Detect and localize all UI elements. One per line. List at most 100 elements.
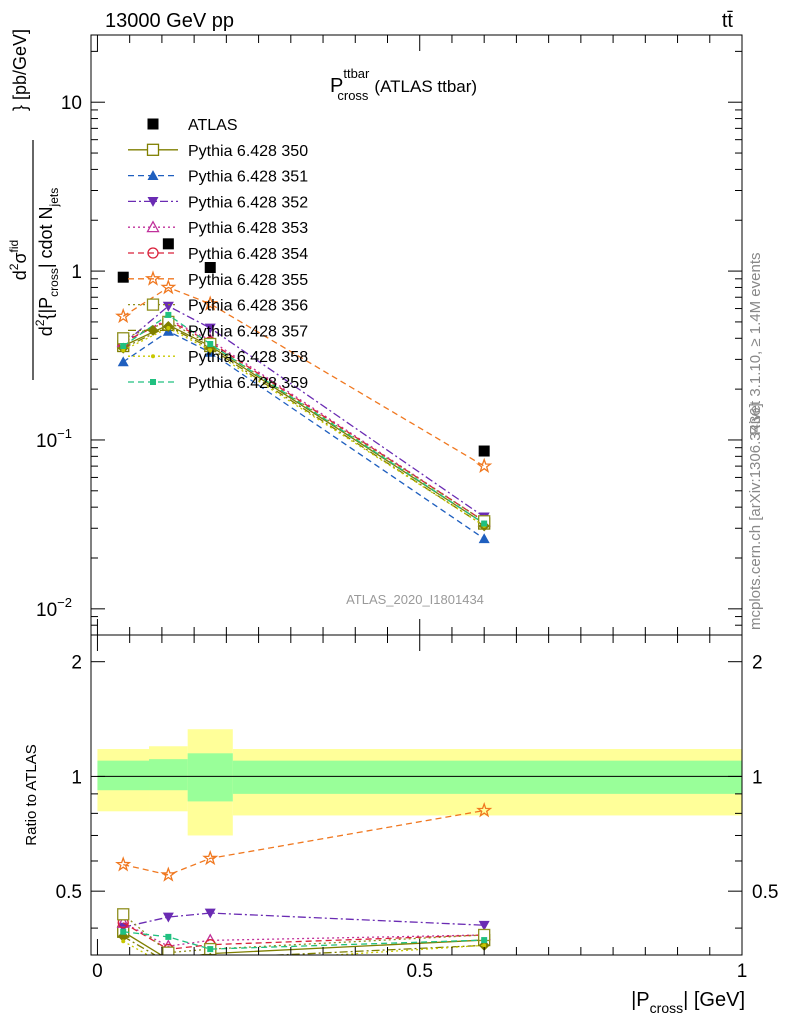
ratio-y-tick-label-right: 0.5 — [752, 882, 778, 903]
ylabel-brace: {|P — [36, 297, 56, 320]
series-pythia-6-428-355 — [115, 278, 493, 474]
main-data-layer — [115, 238, 493, 544]
ratio-line — [123, 809, 485, 876]
ratio-y-tick-label-right: 2 — [752, 653, 763, 674]
data-point — [202, 295, 219, 311]
main-y-tick-label: 10−2 — [36, 595, 72, 621]
series-line — [122, 319, 485, 522]
ratio-y-tick-label: 1 — [71, 767, 82, 788]
ratio-data-layer — [115, 802, 493, 973]
data-point — [165, 311, 172, 318]
ratio-point — [482, 943, 487, 948]
legend: ATLAS Pythia 6.428 350 Pythia 6.428 351 Pyt… — [128, 117, 308, 392]
legend-entry: Pythia 6.428 350 — [128, 143, 308, 160]
mcplots-label: mcplots.cern.ch [arXiv:1306.3436] — [747, 403, 764, 630]
ylabel-sub-jets: jets — [47, 188, 61, 208]
data-point — [117, 332, 130, 345]
legend-entry: Pythia 6.428 357 — [128, 323, 308, 340]
series-line — [122, 324, 485, 525]
main-x-ticks — [96, 35, 743, 635]
title-sub: cross — [337, 88, 369, 103]
ratio-y-axis: 0.5 0.5 1 1 2 2 — [56, 653, 778, 929]
ratio-point — [208, 961, 212, 965]
data-point — [204, 323, 216, 334]
data-point — [162, 238, 174, 250]
rivet-label: Rivet 3.1.10, ≥ 1.4M events — [747, 253, 764, 436]
legend-entry: Pythia 6.428 352 — [128, 194, 308, 211]
tick-exponent: −2 — [57, 595, 72, 610]
ratio-series-pythia-6-428-359 — [120, 928, 488, 953]
legend-entry: Pythia 6.428 353 — [128, 220, 308, 237]
tick-base: 10 — [36, 600, 57, 621]
data-point — [478, 533, 490, 544]
ratio-series-pythia-6-428-352 — [117, 908, 490, 933]
legend-label: Pythia 6.428 358 — [188, 349, 308, 366]
series-pythia-6-428-356 — [117, 315, 491, 528]
ratio-x-tick-label: 0.5 — [407, 961, 433, 982]
legend-entry: Pythia 6.428 351 — [128, 169, 308, 186]
series-pythia-6-428-359 — [120, 311, 488, 527]
data-point — [481, 520, 488, 527]
data-point — [117, 271, 129, 283]
ratio-line — [122, 935, 485, 955]
legend-entry: Pythia 6.428 354 — [128, 246, 308, 263]
ratio-y-tick-label: 0.5 — [56, 882, 82, 903]
ratio-x-axis: 0 0.5 1 — [92, 635, 747, 982]
ratio-point — [204, 908, 216, 919]
ratio-point — [165, 933, 172, 940]
ratio-line — [122, 940, 485, 955]
legend-marker — [150, 379, 156, 385]
ratio-line — [122, 922, 485, 951]
ratio-point — [478, 920, 490, 931]
series-line — [122, 325, 485, 527]
legend-marker — [147, 324, 159, 336]
ylabel-d2: d — [36, 326, 56, 336]
ratio-line — [123, 912, 485, 928]
ratio-band-green — [149, 759, 188, 791]
ratio-point — [121, 939, 126, 944]
legend-marker — [146, 220, 160, 233]
ratio-point — [162, 912, 174, 923]
main-title: Pttbar cross (ATLAS ttbar) — [330, 66, 477, 103]
legend-marker — [147, 170, 159, 180]
ratio-xlabel: |Pcross| [GeV] — [631, 989, 745, 1016]
ratio-uncertainty-bands — [97, 729, 742, 836]
ratio-point — [476, 802, 493, 818]
legend-marker — [146, 298, 160, 311]
ylabel-numerator: d2σfid — [7, 240, 30, 281]
tick-base: 10 — [61, 93, 82, 114]
ratio-frame — [90, 634, 743, 956]
data-point — [166, 326, 171, 331]
legend-label: Pythia 6.428 350 — [188, 143, 308, 160]
series-pythia-6-428-358 — [121, 326, 487, 528]
process-label: tt̄ — [722, 10, 734, 32]
main-y-tick-label: 1 — [71, 262, 82, 283]
data-point — [121, 348, 126, 353]
xlabel-sub: cross — [650, 1000, 683, 1016]
main-ylabel: d2σfid d2{|Pcross| cdot Njets } [pb/GeV] — [7, 29, 61, 380]
tick-exponent: −1 — [57, 426, 72, 441]
ylabel-denominator: d2{|Pcross| cdot Njets — [33, 188, 61, 336]
data-point — [208, 348, 213, 353]
series-atlas — [117, 238, 490, 457]
ylabel-d1: d — [10, 270, 30, 280]
ylabel-sigma: σ — [10, 252, 30, 263]
legend-label: Pythia 6.428 356 — [188, 298, 308, 315]
ratio-band-green — [97, 760, 150, 791]
main-y-tick-label: 10 — [61, 93, 82, 114]
ylabel-sub-cross: cross — [47, 268, 61, 297]
ratio-point — [481, 937, 488, 944]
ratio-point — [205, 963, 216, 973]
xlabel-main: |P — [631, 989, 650, 1011]
ratio-series-pythia-6-428-355 — [115, 802, 493, 882]
analysis-watermark: ATLAS_2020_I1801434 — [346, 592, 484, 607]
tick-base: 1 — [71, 262, 82, 283]
series-line — [122, 327, 485, 527]
ratio-point — [120, 928, 127, 935]
ratio-band-green — [232, 760, 742, 794]
legend-marker — [144, 270, 162, 286]
ratio-point — [163, 957, 174, 968]
legend-marker — [147, 247, 159, 259]
data-point — [160, 278, 177, 295]
